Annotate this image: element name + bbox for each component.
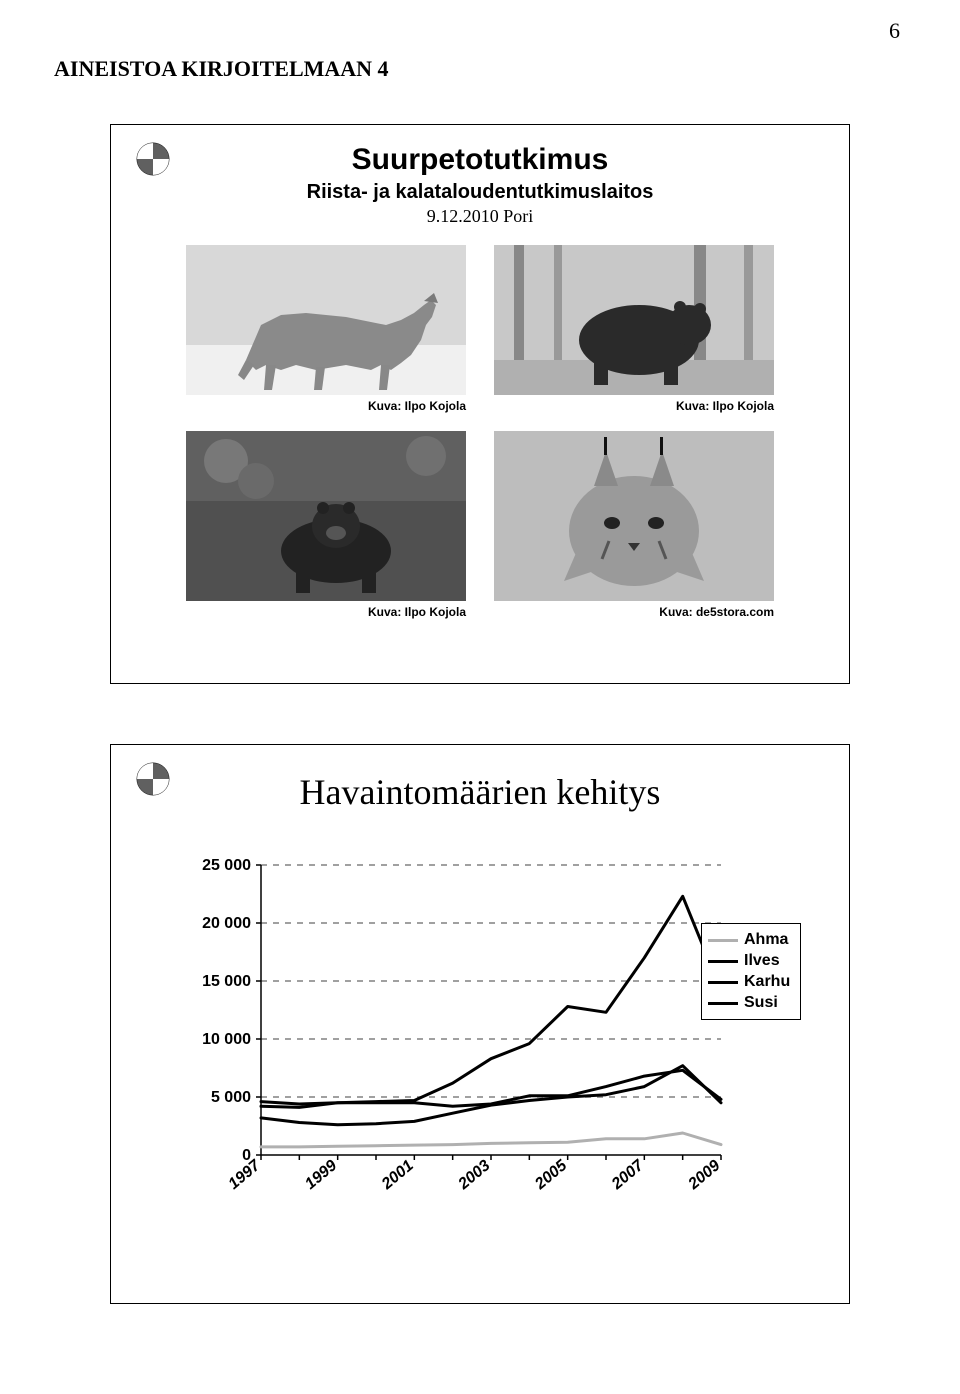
svg-text:2009: 2009 [685,1157,724,1194]
legend-ilves: Ilves [708,952,794,970]
slide1-date: 9.12.2010 Pori [111,206,849,227]
bear-photo [494,245,774,395]
legend-label: Susi [744,994,778,1012]
slide-suurpetotutkimus: Suurpetotutkimus Riista- ja kalatalouden… [110,124,850,684]
slide1-subtitle: Riista- ja kalataloudentutkimuslaitos [111,181,849,204]
lynx-photo [494,431,774,601]
slide1-title: Suurpetotutkimus [111,143,849,177]
chart-title: Havaintomäärien kehitys [111,771,849,813]
legend-susi: Susi [708,994,794,1012]
svg-text:15 000: 15 000 [202,973,251,990]
rktl-logo-icon [135,141,171,177]
caption-wolverine: Kuva: Ilpo Kojola [186,605,466,619]
page-heading: AINEISTOA KIRJOITELMAAN 4 [54,56,389,82]
svg-text:2003: 2003 [455,1157,494,1194]
legend-label: Karhu [744,973,790,991]
image-grid: Kuva: Ilpo Kojola [111,245,849,619]
svg-text:1999: 1999 [302,1157,340,1193]
legend-line-icon [708,1002,738,1005]
observations-line-chart: 05 00010 00015 00020 00025 0001997199920… [181,855,781,1215]
legend-label: Ilves [744,952,780,970]
caption-bear: Kuva: Ilpo Kojola [494,399,774,413]
svg-text:5 000: 5 000 [211,1089,251,1106]
slide-havaintomaarien: Havaintomäärien kehitys 05 00010 00015 0… [110,744,850,1304]
page-number: 6 [889,18,900,44]
svg-text:20 000: 20 000 [202,915,251,932]
wolf-photo [186,245,466,395]
svg-text:10 000: 10 000 [202,1031,251,1048]
legend-ahma: Ahma [708,931,794,949]
legend-karhu: Karhu [708,973,794,991]
rktl-logo-icon [135,761,171,797]
legend-line-icon [708,939,738,942]
legend-line-icon [708,960,738,963]
wolverine-photo [186,431,466,601]
chart-legend: Ahma Ilves Karhu Susi [701,923,801,1020]
svg-text:2001: 2001 [378,1157,417,1194]
legend-label: Ahma [744,931,788,949]
svg-text:2007: 2007 [608,1156,648,1193]
caption-lynx: Kuva: de5stora.com [494,605,774,619]
legend-line-icon [708,981,738,984]
svg-text:25 000: 25 000 [202,857,251,874]
svg-text:2005: 2005 [531,1156,571,1193]
caption-wolf: Kuva: Ilpo Kojola [186,399,466,413]
